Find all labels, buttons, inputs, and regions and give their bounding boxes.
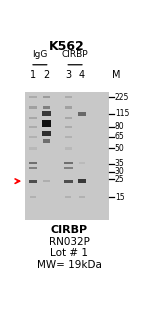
FancyBboxPatch shape (79, 196, 85, 198)
FancyBboxPatch shape (64, 167, 73, 170)
FancyBboxPatch shape (29, 126, 37, 128)
FancyBboxPatch shape (65, 96, 72, 98)
FancyBboxPatch shape (42, 131, 51, 136)
FancyBboxPatch shape (29, 167, 37, 170)
FancyBboxPatch shape (65, 116, 72, 119)
Text: 30: 30 (115, 167, 124, 176)
Text: 4: 4 (79, 70, 85, 80)
FancyBboxPatch shape (65, 106, 72, 109)
Text: 15: 15 (115, 193, 124, 202)
Text: CIRBP: CIRBP (62, 51, 88, 59)
Text: M: M (112, 70, 121, 80)
Text: K562: K562 (49, 40, 85, 53)
Text: 3: 3 (65, 70, 71, 80)
Text: 35: 35 (115, 159, 124, 168)
Text: IgG: IgG (32, 51, 48, 59)
Text: 25: 25 (115, 175, 124, 184)
FancyBboxPatch shape (42, 120, 51, 127)
FancyBboxPatch shape (64, 180, 73, 182)
FancyBboxPatch shape (65, 126, 72, 128)
FancyBboxPatch shape (78, 180, 86, 183)
FancyBboxPatch shape (29, 147, 37, 149)
Text: 2: 2 (43, 70, 50, 80)
FancyBboxPatch shape (43, 96, 50, 98)
FancyBboxPatch shape (42, 111, 51, 116)
FancyBboxPatch shape (25, 92, 109, 220)
Text: 1: 1 (30, 70, 36, 80)
FancyBboxPatch shape (30, 196, 36, 198)
FancyBboxPatch shape (65, 136, 72, 138)
FancyBboxPatch shape (43, 106, 50, 109)
FancyBboxPatch shape (29, 106, 37, 109)
Text: CIRBP: CIRBP (51, 225, 88, 235)
Text: RN032P: RN032P (49, 236, 90, 246)
Text: 65: 65 (115, 133, 124, 141)
FancyBboxPatch shape (29, 180, 37, 182)
FancyBboxPatch shape (29, 96, 37, 98)
Text: 225: 225 (115, 93, 129, 102)
FancyBboxPatch shape (29, 162, 37, 165)
FancyBboxPatch shape (66, 196, 71, 198)
Text: Lot # 1: Lot # 1 (50, 248, 88, 258)
FancyBboxPatch shape (43, 139, 50, 143)
FancyBboxPatch shape (78, 112, 86, 116)
FancyBboxPatch shape (29, 116, 37, 119)
FancyBboxPatch shape (79, 162, 85, 164)
Text: 80: 80 (115, 122, 124, 131)
FancyBboxPatch shape (43, 180, 50, 182)
Text: MW= 19kDa: MW= 19kDa (37, 260, 102, 270)
Text: 115: 115 (115, 109, 129, 118)
FancyBboxPatch shape (29, 136, 37, 138)
Text: 50: 50 (115, 144, 124, 153)
FancyBboxPatch shape (65, 147, 72, 149)
FancyBboxPatch shape (64, 162, 73, 165)
